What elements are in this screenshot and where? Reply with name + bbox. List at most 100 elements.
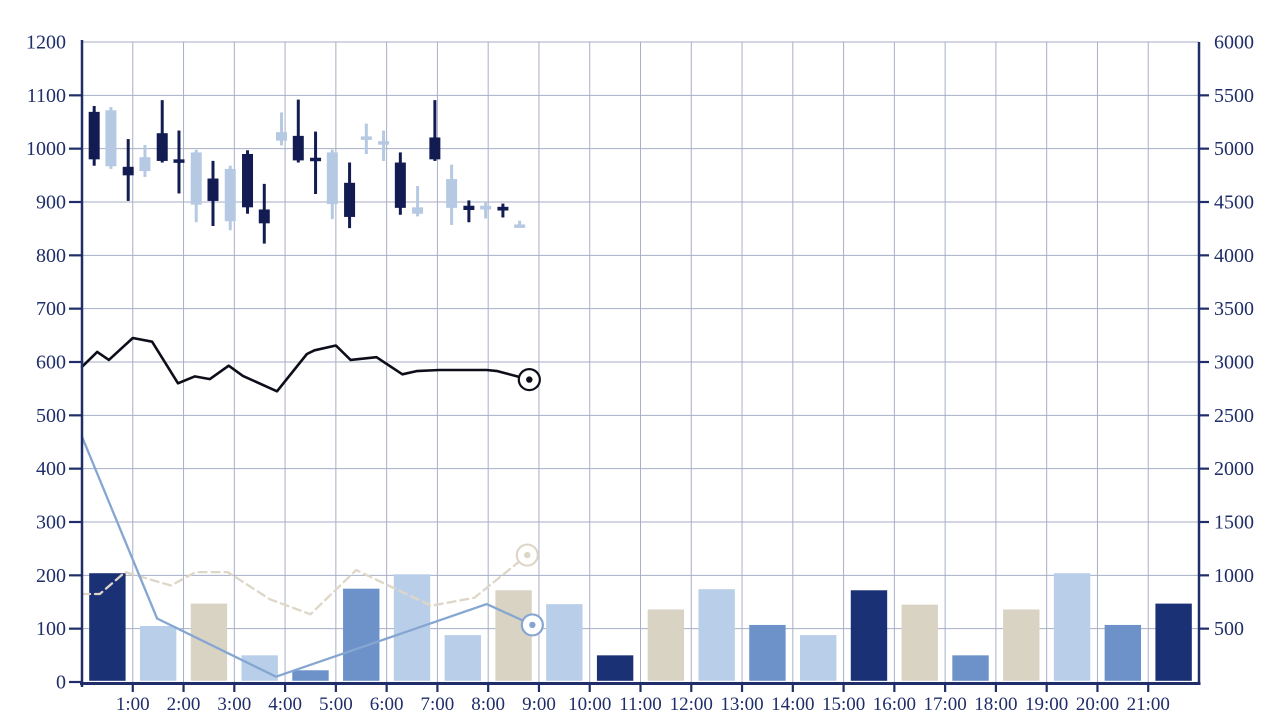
candle-body [360,136,372,140]
svg-text:7:00: 7:00 [421,694,455,715]
volume-bar [952,655,989,681]
svg-text:1100: 1100 [27,85,66,107]
volume-bars [89,573,1192,681]
svg-text:14:00: 14:00 [771,694,814,715]
volume-bar [901,604,938,681]
candle-body [242,154,254,208]
svg-text:3000: 3000 [1214,352,1254,374]
svg-text:12:00: 12:00 [670,694,713,715]
volume-bar [749,624,786,681]
indicator-line-beige [80,543,539,616]
svg-text:6000: 6000 [1214,32,1254,54]
candle-body [122,166,134,176]
volume-bar [800,635,837,681]
svg-text:500: 500 [1214,618,1244,640]
volume-bar [292,670,329,681]
volume-bar [1104,624,1142,681]
svg-text:15:00: 15:00 [822,694,865,715]
volume-bar [139,626,177,681]
svg-text:21:00: 21:00 [1127,694,1170,715]
volume-bar [444,635,481,681]
volume-bar [1053,573,1091,681]
candle-body [276,132,288,141]
candle-body [514,224,526,228]
candle-body [326,152,338,205]
svg-text:500: 500 [36,405,66,427]
candle-body [190,152,202,205]
left-axis-labels: 0 100 200 300 400 500 600 700 800 900 1000 1100 1200 [26,32,82,694]
svg-text:300: 300 [36,512,66,534]
candle-body [292,135,304,161]
volume-bar [1003,609,1040,681]
volume-bar [596,655,634,681]
svg-text:700: 700 [36,298,66,320]
candle-body [224,168,236,222]
svg-text:4000: 4000 [1214,245,1254,267]
svg-text:200: 200 [36,565,66,587]
candle-body [344,182,356,217]
volume-bar [647,609,685,681]
candle-body [156,133,168,161]
price-line-marker-dot [526,376,533,383]
volume-bar [495,590,532,681]
svg-text:20:00: 20:00 [1076,694,1119,715]
volume-bar [698,589,735,681]
candle-body [378,141,390,145]
svg-text:6:00: 6:00 [370,694,404,715]
indicator-line-beige-marker-dot [524,551,531,559]
indicator-line-beige [80,553,529,616]
svg-text:1200: 1200 [26,32,66,54]
svg-text:2500: 2500 [1214,405,1254,427]
right-axis-labels: 500 1000 1500 2000 2500 3000 3500 4000 4500 5000 5… [1199,32,1254,640]
svg-text:800: 800 [36,245,66,267]
svg-text:17:00: 17:00 [923,694,966,715]
volume-bar [850,590,888,681]
svg-text:900: 900 [36,192,66,214]
candle-body [394,162,406,208]
svg-text:1:00: 1:00 [116,694,150,715]
svg-text:16:00: 16:00 [873,694,916,715]
svg-text:2:00: 2:00 [167,694,201,715]
svg-text:1500: 1500 [1214,512,1254,534]
svg-text:400: 400 [36,458,66,480]
svg-text:4500: 4500 [1214,192,1254,214]
svg-text:18:00: 18:00 [974,694,1017,715]
indicator-line-blue-marker-dot [529,621,536,629]
svg-text:19:00: 19:00 [1025,694,1068,715]
candle-body [173,159,185,163]
candle-body [497,206,509,211]
indicator-line-blue [80,435,534,678]
svg-text:1000: 1000 [1214,565,1254,587]
candle-body [105,110,117,167]
candle-body [207,178,219,201]
candle-body [463,205,475,210]
svg-text:4:00: 4:00 [268,694,302,715]
candle-body [139,157,151,172]
price-line [80,336,541,393]
svg-text:5000: 5000 [1214,138,1254,160]
svg-text:100: 100 [36,618,66,640]
candle-body [412,207,424,214]
svg-text:0: 0 [56,672,66,694]
svg-text:600: 600 [36,352,66,374]
volume-bar [1155,603,1192,681]
svg-text:5500: 5500 [1214,85,1254,107]
candles [88,99,526,244]
volume-bar [546,604,583,681]
svg-text:11:00: 11:00 [619,694,662,715]
svg-text:9:00: 9:00 [522,694,556,715]
candle-body [258,209,270,224]
svg-text:10:00: 10:00 [568,694,611,715]
svg-text:3:00: 3:00 [217,694,251,715]
candle-body [480,205,492,210]
candle-body [88,111,100,160]
svg-text:1000: 1000 [26,138,66,160]
candle-body [310,157,322,162]
indicator-line-blue [80,435,544,678]
volume-bar [89,573,126,681]
svg-text:13:00: 13:00 [720,694,763,715]
svg-text:8:00: 8:00 [471,694,505,715]
volume-bar [190,603,228,681]
x-axis-labels: 1:00 2:00 3:00 4:00 5:00 6:00 7:00 8:00 9:00 10:0… [116,683,1170,715]
